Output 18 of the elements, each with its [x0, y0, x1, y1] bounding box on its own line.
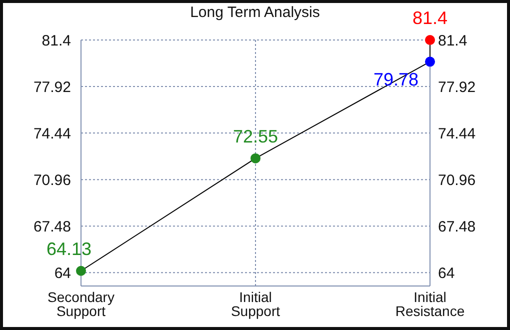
- y-tick-label: 67.48: [33, 218, 71, 236]
- y2-tick-label: 77.92: [438, 78, 476, 96]
- data-label: 81.4: [412, 8, 448, 28]
- chart-title: Long Term Analysis: [190, 4, 320, 21]
- y2-tick-label: 64: [438, 264, 455, 282]
- x-tick-label: Initial Support: [230, 289, 280, 319]
- x-tick-label: Initial Resistance: [395, 289, 465, 319]
- y2-tick-label: 70.96: [438, 172, 476, 189]
- data-label: 72.55: [232, 126, 278, 146]
- y-tick-label: 64: [54, 264, 71, 282]
- y2-tick-label: 67.48: [438, 218, 476, 236]
- y2-tick-label: 74.44: [438, 125, 476, 142]
- y-tick-label: 70.96: [33, 172, 71, 189]
- y-tick-label: 81.4: [42, 32, 71, 50]
- x-tick-label: Secondary Support: [48, 289, 114, 319]
- y-tick-label: 74.44: [33, 125, 71, 142]
- y2-tick-label: 81.4: [438, 32, 468, 50]
- y-tick-label: 77.92: [33, 78, 71, 96]
